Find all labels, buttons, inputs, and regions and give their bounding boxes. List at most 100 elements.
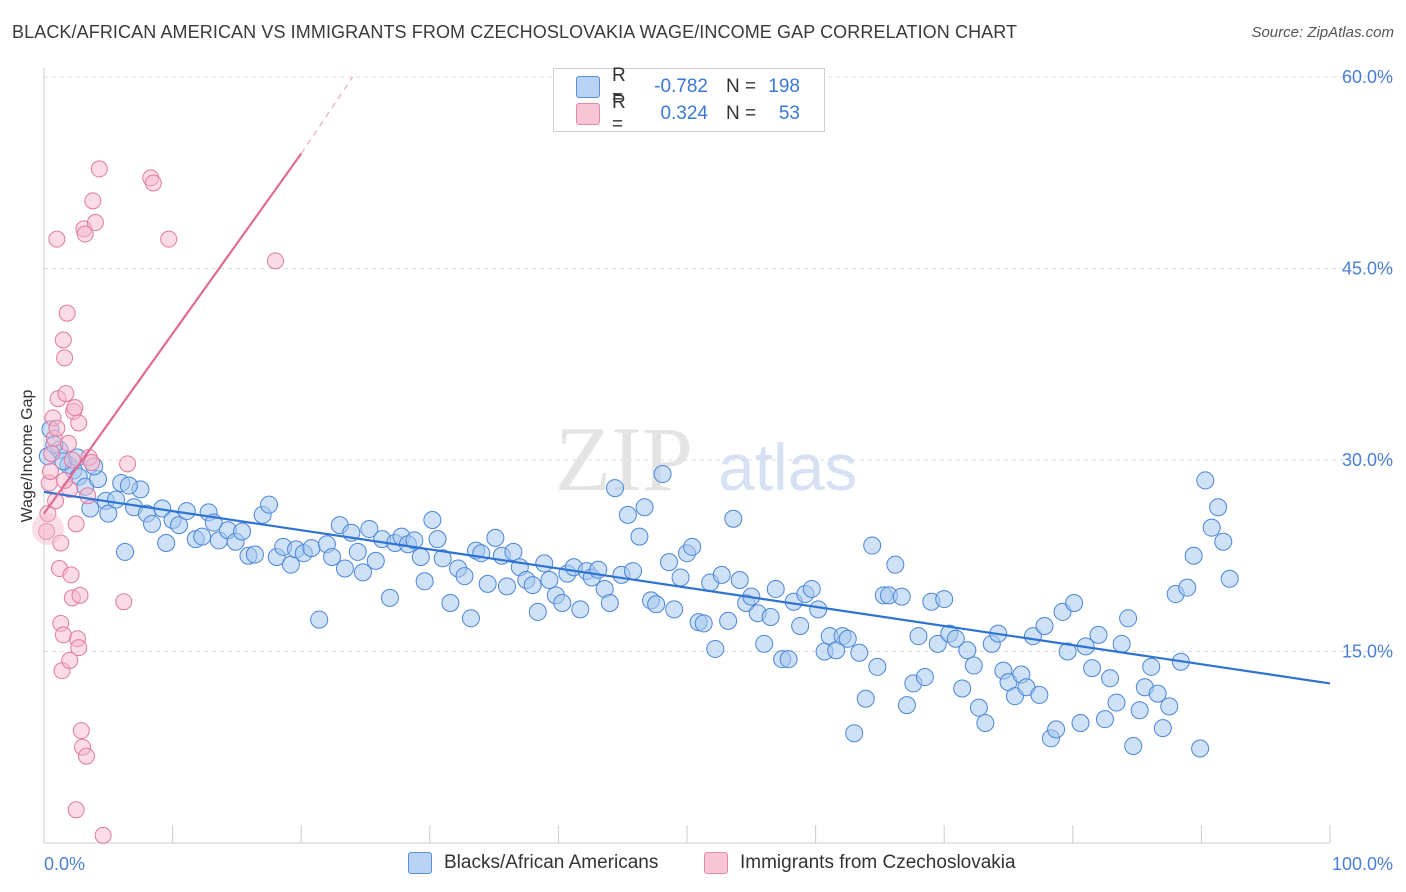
y-tick-label: 30.0%: [1342, 450, 1393, 470]
grid-lines: [44, 76, 1394, 652]
data-point-blacks: [1178, 578, 1197, 597]
data-point-blacks: [915, 668, 934, 687]
data-point-blacks: [635, 498, 654, 517]
data-point-blacks: [863, 536, 882, 555]
data-point-blacks: [461, 609, 480, 628]
data-point-blacks: [838, 629, 857, 648]
data-point-blacks: [928, 634, 947, 653]
data-point-blacks: [1153, 719, 1172, 738]
data-point-blacks: [706, 639, 725, 658]
axes: [43, 68, 1331, 844]
data-point-blacks: [659, 553, 678, 572]
data-point-czechoslovakia: [77, 747, 95, 765]
data-point-blacks: [1124, 736, 1143, 755]
data-point-blacks: [335, 559, 354, 578]
data-point-blacks: [1130, 701, 1149, 720]
data-point-blacks: [1196, 471, 1215, 490]
legend-swatch-pink: [576, 103, 600, 125]
data-point-czechoslovakia: [43, 445, 61, 463]
legend-r-value: 0.324: [660, 103, 708, 124]
data-point-blacks: [366, 551, 385, 570]
data-point-blacks: [605, 479, 624, 498]
data-point-blacks: [1148, 684, 1167, 703]
data-point-blacks: [170, 516, 189, 535]
chart-title: BLACK/AFRICAN AMERICAN VS IMMIGRANTS FRO…: [12, 22, 1018, 42]
data-point-blacks: [850, 643, 869, 662]
legend-n-value: 198: [768, 76, 800, 97]
data-point-blacks: [302, 539, 321, 558]
data-point-blacks: [712, 565, 731, 584]
data-point-blacks: [380, 588, 399, 607]
data-point-czechoslovakia: [144, 174, 162, 192]
legend-item-czechoslovakia: Immigrants from Czechoslovakia: [704, 852, 1016, 874]
data-point-blacks: [405, 531, 424, 550]
data-point-blacks: [119, 476, 138, 495]
legend-n-label: N =: [726, 103, 757, 124]
data-point-blacks: [323, 548, 342, 567]
data-point-czechoslovakia: [266, 252, 284, 270]
data-point-blacks: [1184, 546, 1203, 565]
data-point-blacks: [1065, 593, 1084, 612]
data-point-blacks: [969, 698, 988, 717]
data-point-blacks: [1160, 697, 1179, 716]
source-label: Source: ZipAtlas.com: [1251, 24, 1394, 41]
correlation-legend: R = -0.782 N = 198 R = 0.324 N = 53: [553, 65, 825, 135]
data-point-blacks: [310, 610, 329, 629]
data-point-blacks: [630, 527, 649, 546]
data-point-blacks: [802, 579, 821, 598]
data-point-blacks: [107, 490, 126, 509]
legend-r-label: R =: [612, 65, 626, 108]
legend-label-czechoslovakia: Immigrants from Czechoslovakia: [740, 852, 1016, 873]
legend-swatch-blue: [576, 76, 600, 98]
data-point-blacks: [428, 530, 447, 549]
data-point-blacks: [1220, 569, 1239, 588]
legend-item-blacks: Blacks/African Americans: [408, 852, 658, 874]
legend-swatch-pink: [704, 852, 728, 874]
data-point-czechoslovakia: [48, 230, 66, 248]
tick-labels: 15.0% 30.0% 45.0% 60.0% 0.0% 100.0%: [44, 67, 1393, 874]
data-point-blacks: [958, 641, 977, 660]
data-point-blacks: [1089, 625, 1108, 644]
data-point-blacks: [415, 572, 434, 591]
data-point-blacks: [528, 602, 547, 621]
series-czechoslovakia-points: [31, 160, 284, 844]
legend-n-value: 53: [778, 103, 800, 124]
data-point-blacks: [553, 593, 572, 612]
watermark-atlas: atlas: [718, 430, 857, 504]
data-point-blacks: [976, 713, 995, 732]
x-tick-label-max: 100.0%: [1332, 854, 1393, 874]
data-point-blacks: [600, 593, 619, 612]
data-point-blacks: [193, 527, 212, 546]
data-point-blacks: [953, 679, 972, 698]
data-point-czechoslovakia: [56, 349, 74, 367]
data-point-czechoslovakia: [63, 451, 81, 469]
data-point-czechoslovakia: [38, 522, 56, 540]
data-point-blacks: [1119, 609, 1138, 628]
data-point-blacks: [1083, 659, 1102, 678]
data-point-blacks: [1047, 720, 1066, 739]
data-point-blacks: [535, 554, 554, 573]
data-point-czechoslovakia: [71, 586, 89, 604]
data-point-blacks: [441, 593, 460, 612]
data-point-blacks: [423, 511, 442, 530]
data-point-blacks: [766, 579, 785, 598]
y-tick-label: 15.0%: [1342, 642, 1393, 662]
data-point-czechoslovakia: [54, 331, 72, 349]
data-point-czechoslovakia: [58, 304, 76, 322]
data-point-blacks: [1214, 532, 1233, 551]
data-point-blacks: [683, 537, 702, 556]
data-point-blacks: [671, 568, 690, 587]
data-point-blacks: [809, 600, 828, 619]
legend-r-label: R =: [612, 92, 626, 135]
data-point-czechoslovakia: [70, 639, 88, 657]
data-point-blacks: [233, 522, 252, 541]
legend-row-blacks: R = -0.782 N = 198: [576, 65, 800, 108]
data-point-blacks: [892, 587, 911, 606]
data-point-blacks: [719, 611, 738, 630]
data-point-blacks: [724, 509, 743, 528]
trend-lines: [43, 76, 1331, 685]
data-point-blacks: [909, 627, 928, 646]
data-point-blacks: [116, 542, 135, 561]
data-point-blacks: [360, 519, 379, 538]
